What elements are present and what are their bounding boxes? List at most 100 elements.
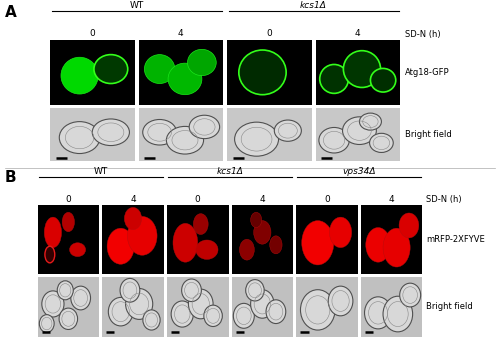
Bar bbox=[316, 39, 400, 105]
Ellipse shape bbox=[188, 289, 213, 319]
Ellipse shape bbox=[204, 305, 223, 326]
Text: mRFP-2XFYVE: mRFP-2XFYVE bbox=[426, 235, 485, 244]
Bar bbox=[38, 277, 99, 337]
Ellipse shape bbox=[254, 221, 271, 244]
Ellipse shape bbox=[250, 290, 274, 318]
Bar bbox=[232, 205, 293, 274]
Bar bbox=[102, 205, 164, 274]
Ellipse shape bbox=[59, 308, 78, 329]
Text: 0: 0 bbox=[195, 195, 200, 204]
Text: SD-N (h): SD-N (h) bbox=[426, 195, 462, 204]
Ellipse shape bbox=[94, 55, 128, 84]
Ellipse shape bbox=[364, 297, 392, 329]
Ellipse shape bbox=[189, 115, 220, 139]
Ellipse shape bbox=[45, 246, 55, 263]
Ellipse shape bbox=[42, 291, 64, 317]
Text: 4: 4 bbox=[260, 195, 265, 204]
Text: 0: 0 bbox=[90, 29, 95, 38]
Ellipse shape bbox=[108, 298, 133, 326]
Ellipse shape bbox=[319, 128, 350, 153]
Text: SD-N (h): SD-N (h) bbox=[405, 30, 440, 39]
Ellipse shape bbox=[60, 122, 100, 154]
Text: Bright field: Bright field bbox=[405, 131, 452, 139]
Ellipse shape bbox=[239, 50, 286, 95]
Ellipse shape bbox=[234, 303, 254, 328]
Text: WT: WT bbox=[94, 167, 108, 176]
Ellipse shape bbox=[250, 212, 262, 227]
Ellipse shape bbox=[330, 217, 351, 248]
Ellipse shape bbox=[107, 228, 134, 264]
Ellipse shape bbox=[120, 278, 140, 302]
Text: 0: 0 bbox=[66, 195, 71, 204]
Ellipse shape bbox=[194, 214, 208, 235]
Bar bbox=[296, 277, 358, 337]
Bar bbox=[50, 108, 134, 162]
Ellipse shape bbox=[344, 51, 380, 87]
Ellipse shape bbox=[270, 236, 282, 254]
Ellipse shape bbox=[144, 55, 175, 84]
Bar bbox=[232, 277, 293, 337]
Ellipse shape bbox=[128, 217, 157, 255]
Ellipse shape bbox=[40, 314, 54, 333]
Text: Atg18-GFP: Atg18-GFP bbox=[405, 68, 450, 77]
Bar bbox=[138, 108, 223, 162]
Bar bbox=[361, 277, 422, 337]
Ellipse shape bbox=[342, 117, 376, 144]
Text: 4: 4 bbox=[355, 29, 360, 38]
Ellipse shape bbox=[246, 279, 264, 301]
Ellipse shape bbox=[182, 279, 202, 302]
Ellipse shape bbox=[62, 212, 74, 232]
Ellipse shape bbox=[399, 213, 419, 238]
Ellipse shape bbox=[92, 119, 130, 146]
Bar bbox=[316, 108, 400, 162]
Ellipse shape bbox=[370, 68, 396, 92]
Ellipse shape bbox=[274, 120, 301, 141]
Bar bbox=[38, 205, 99, 274]
Ellipse shape bbox=[302, 221, 334, 265]
Ellipse shape bbox=[400, 283, 420, 307]
Ellipse shape bbox=[44, 217, 62, 248]
Ellipse shape bbox=[234, 122, 279, 156]
Ellipse shape bbox=[328, 286, 353, 316]
Ellipse shape bbox=[124, 207, 142, 230]
Bar bbox=[227, 39, 312, 105]
Ellipse shape bbox=[166, 126, 203, 154]
Ellipse shape bbox=[266, 300, 286, 324]
Ellipse shape bbox=[383, 296, 412, 332]
Bar bbox=[361, 205, 422, 274]
Text: B: B bbox=[5, 170, 16, 185]
Bar bbox=[138, 39, 223, 105]
Ellipse shape bbox=[71, 286, 90, 310]
Text: WT: WT bbox=[130, 1, 143, 10]
Ellipse shape bbox=[360, 113, 382, 130]
Ellipse shape bbox=[70, 243, 86, 257]
Ellipse shape bbox=[370, 133, 393, 152]
Bar bbox=[167, 205, 228, 274]
Text: 4: 4 bbox=[389, 195, 394, 204]
Ellipse shape bbox=[383, 228, 410, 267]
Ellipse shape bbox=[196, 240, 218, 259]
Ellipse shape bbox=[188, 49, 216, 75]
Text: 0: 0 bbox=[266, 29, 272, 38]
Text: 0: 0 bbox=[324, 195, 330, 204]
Ellipse shape bbox=[173, 223, 198, 262]
Text: kcs1Δ: kcs1Δ bbox=[216, 167, 244, 176]
Text: kcs1Δ: kcs1Δ bbox=[300, 1, 327, 10]
Text: A: A bbox=[5, 5, 17, 20]
Ellipse shape bbox=[171, 301, 194, 327]
Text: 4: 4 bbox=[178, 29, 184, 38]
Ellipse shape bbox=[143, 310, 160, 330]
Bar bbox=[296, 205, 358, 274]
Text: vps34Δ: vps34Δ bbox=[342, 167, 376, 176]
Ellipse shape bbox=[240, 239, 254, 260]
Text: Bright field: Bright field bbox=[426, 302, 473, 311]
Bar bbox=[227, 108, 312, 162]
Bar bbox=[50, 39, 134, 105]
Text: 4: 4 bbox=[130, 195, 136, 204]
Ellipse shape bbox=[142, 119, 176, 145]
Bar bbox=[102, 277, 164, 337]
Ellipse shape bbox=[57, 281, 74, 300]
Bar bbox=[167, 277, 228, 337]
Ellipse shape bbox=[61, 57, 98, 94]
Ellipse shape bbox=[168, 63, 202, 95]
